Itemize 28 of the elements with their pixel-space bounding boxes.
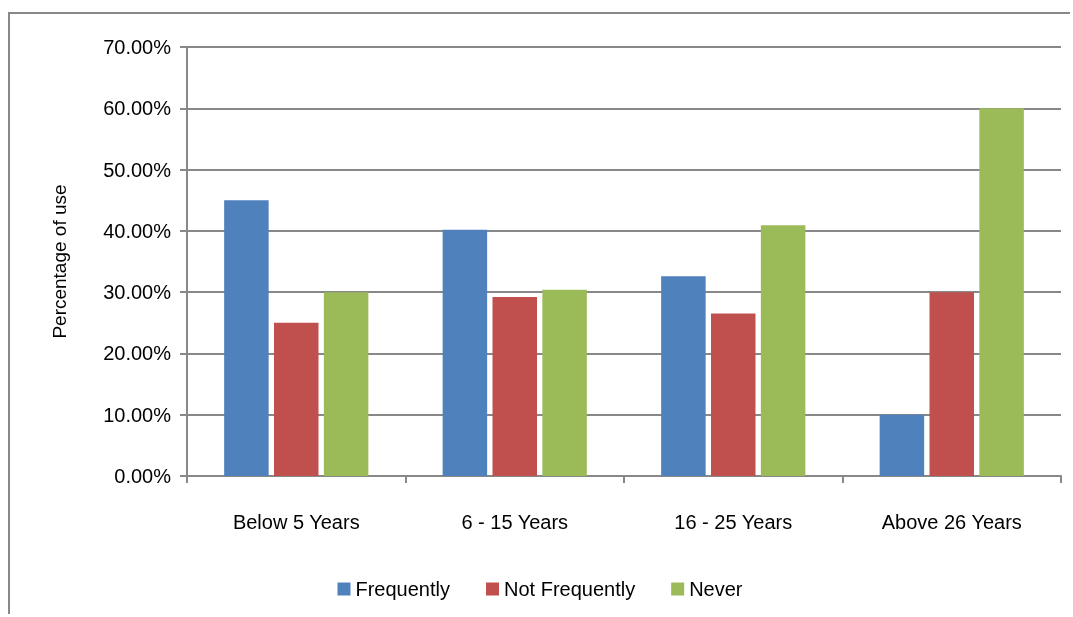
bar	[979, 108, 1024, 476]
x-tick-label: 16 - 25 Years	[674, 511, 793, 533]
y-tick-label: 30.00%	[103, 281, 172, 304]
bar	[492, 297, 537, 476]
bar	[661, 276, 706, 476]
bar	[879, 414, 925, 476]
bar	[442, 229, 488, 476]
y-tick-label: 20.00%	[103, 342, 172, 365]
legend-label: Not Frequently	[503, 578, 636, 600]
y-tick-label: 0.00%	[114, 465, 172, 487]
x-tick-label: Above 26 Years	[881, 511, 1022, 533]
bar	[323, 292, 369, 476]
x-tick-label: Below 5 Years	[232, 511, 360, 533]
y-tick-label: 60.00%	[103, 97, 172, 120]
bar	[542, 289, 587, 476]
y-tick-label: 50.00%	[103, 158, 172, 181]
y-tick-label: 40.00%	[103, 219, 172, 242]
x-tick-label: 6 - 15 Years	[461, 511, 569, 533]
bar	[274, 322, 319, 476]
bar	[711, 313, 756, 476]
legend-label: Never	[689, 578, 743, 600]
y-tick-label: 70.00%	[103, 36, 172, 58]
y-tick-label: 10.00%	[103, 403, 172, 426]
bar	[929, 292, 974, 476]
bar	[224, 200, 269, 476]
legend-label: Frequently	[355, 578, 450, 600]
bar	[760, 225, 806, 476]
y-axis-title: Percentage of use	[49, 184, 70, 339]
